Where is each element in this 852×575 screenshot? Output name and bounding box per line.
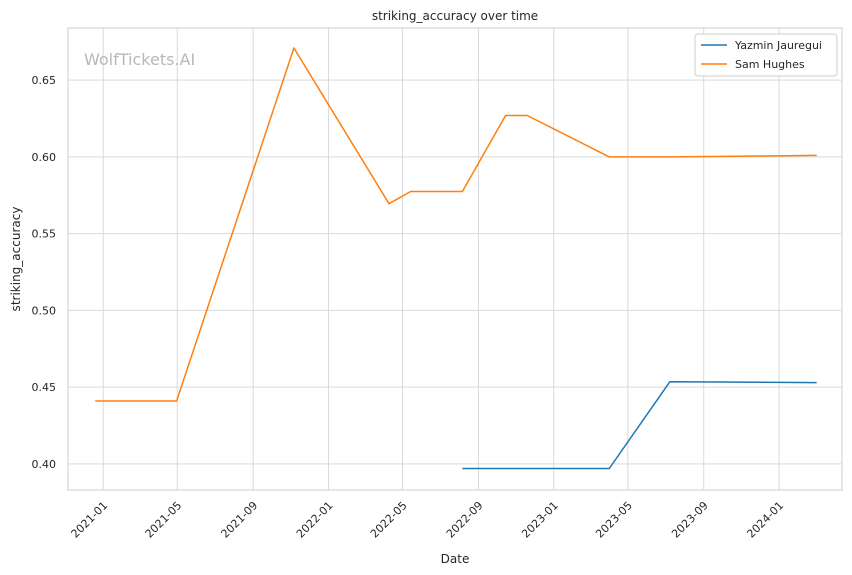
series-line-yazmin-jauregui [462,381,817,470]
y-tick-label: 0.40 [32,458,57,471]
x-tick-label: 2023-09 [669,499,711,541]
x-tick-label: 2022-09 [444,499,486,541]
x-tick-label: 2021-09 [219,499,261,541]
x-tick-label: 2022-01 [294,499,336,541]
x-tick-label: 2022-05 [368,499,410,541]
legend: Yazmin Jauregui Sam Hughes [694,33,838,77]
y-tick-label: 0.55 [32,228,57,241]
y-tick-labels: 0.40 0.45 0.50 0.55 0.60 0.65 [32,74,57,471]
y-axis-title: striking_accuracy [9,207,23,312]
x-tick-label: 2024-01 [744,499,786,541]
x-tick-label: 2023-01 [519,499,561,541]
chart-title: striking_accuracy over time [372,9,538,23]
plot-area [67,27,843,491]
y-tick-label: 0.65 [32,74,57,87]
x-tick-label: 2021-05 [143,499,185,541]
legend-box [694,33,838,77]
watermark-text: WolfTickets.AI [84,50,195,69]
y-tick-label: 0.45 [32,381,57,394]
x-tick-label: 2023-05 [593,499,635,541]
legend-label-yazmin-jauregui: Yazmin Jauregui [734,39,822,52]
x-axis-title: Date [441,552,470,566]
y-tick-label: 0.50 [32,304,57,317]
legend-label-sam-hughes: Sam Hughes [735,58,805,71]
x-tick-label: 2021-01 [69,499,111,541]
x-tick-labels: 2021-01 2021-05 2021-09 2022-01 2022-05 2022-… [69,499,787,541]
series-layer [95,47,817,470]
y-tick-label: 0.60 [32,151,57,164]
series-line-sam-hughes [95,47,817,402]
